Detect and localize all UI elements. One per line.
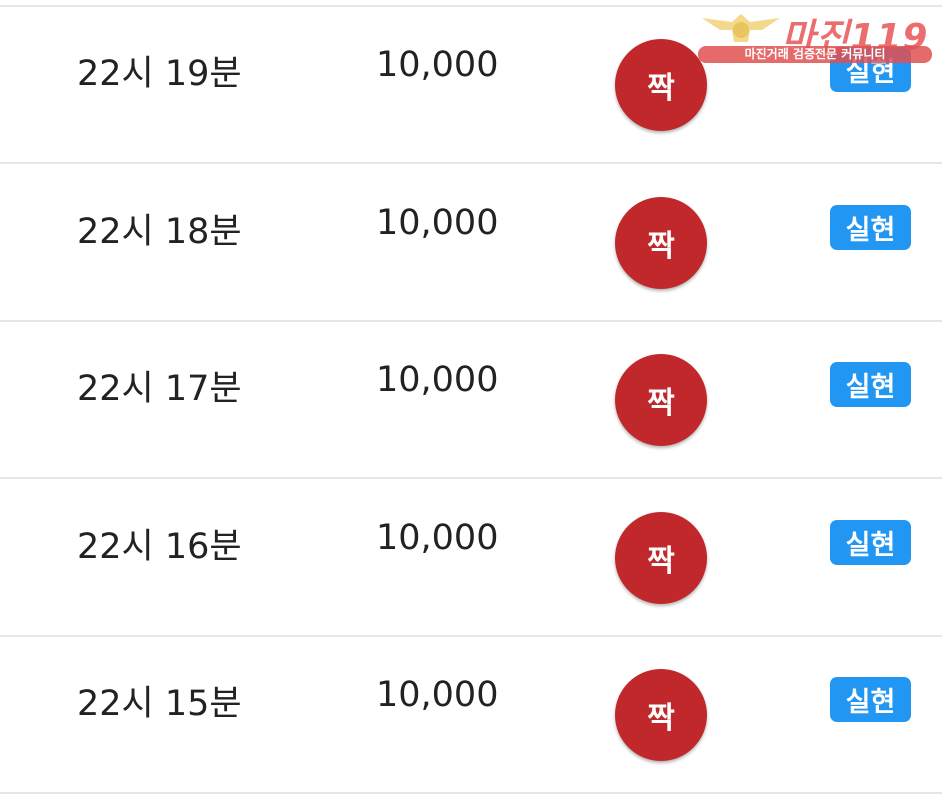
list-item: 22시 15분 10,000 짝 실현 bbox=[0, 637, 942, 794]
status-badge: 실현 bbox=[830, 362, 911, 407]
amount-label: 10,000 bbox=[376, 675, 499, 715]
time-label: 22시 15분 bbox=[77, 684, 242, 724]
result-ball: 짝 bbox=[615, 354, 707, 446]
status-badge: 실현 bbox=[830, 519, 911, 565]
status-badge: 실현 bbox=[830, 677, 911, 722]
result-ball: 짝 bbox=[615, 669, 707, 761]
list-item: 22시 17분 10,000 짝 실현 bbox=[0, 322, 942, 479]
result-ball: 짝 bbox=[615, 39, 707, 131]
time-label: 22시 19분 bbox=[77, 54, 242, 94]
time-label: 22시 17분 bbox=[77, 369, 242, 409]
amount-label: 10,000 bbox=[376, 360, 499, 400]
result-ball: 짝 bbox=[615, 196, 707, 289]
amount-label: 10,000 bbox=[376, 202, 499, 243]
amount-label: 10,000 bbox=[376, 517, 499, 558]
list-item: 22시 16분 10,000 짝 실현 bbox=[0, 480, 942, 637]
list-item: 22시 18분 10,000 짝 실현 bbox=[0, 165, 942, 322]
time-label: 22시 16분 bbox=[77, 526, 242, 567]
amount-label: 10,000 bbox=[376, 45, 499, 85]
status-badge: 실현 bbox=[830, 204, 911, 250]
divider bbox=[0, 5, 942, 7]
time-label: 22시 18분 bbox=[77, 211, 242, 252]
status-badge: 실현 bbox=[830, 47, 911, 92]
result-ball: 짝 bbox=[615, 511, 707, 604]
list-item: 22시 19분 10,000 짝 실현 bbox=[0, 7, 942, 164]
